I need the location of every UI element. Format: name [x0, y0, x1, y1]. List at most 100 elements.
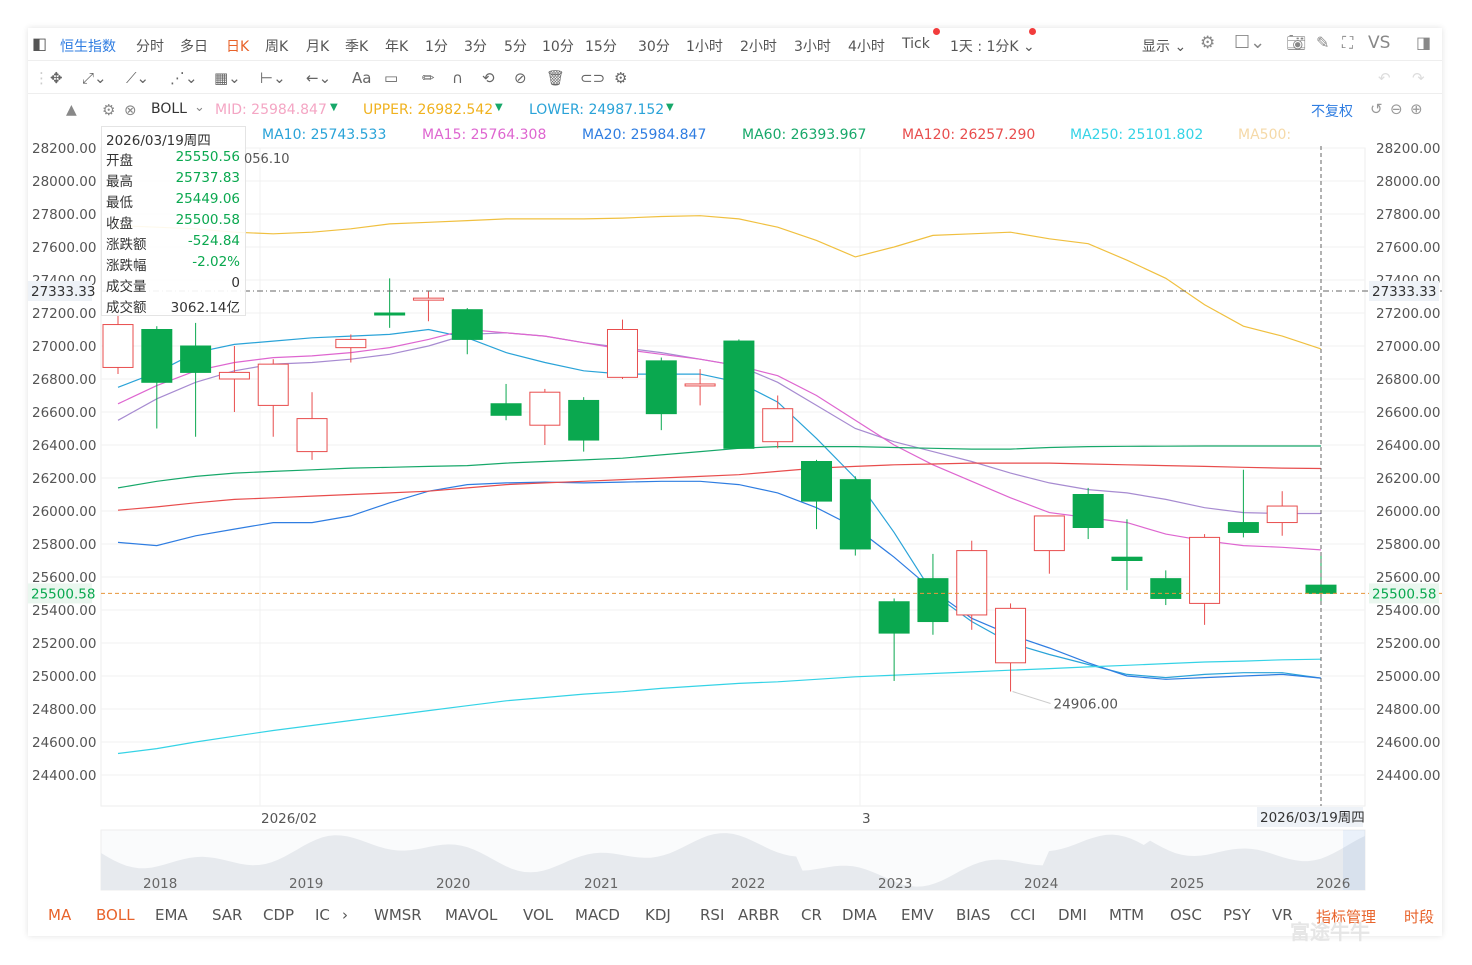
y-tick-right: 27200.00 [1376, 306, 1440, 322]
indicator-osc[interactable]: OSC [1170, 906, 1202, 924]
reset-icon[interactable]: ↺ [1370, 100, 1383, 118]
indicator-name[interactable]: BOLL [151, 101, 187, 117]
indicator-wmsr[interactable]: WMSR [374, 906, 422, 924]
period-9[interactable]: 5分 [504, 39, 527, 55]
indicator-dropdown-icon[interactable]: ⌄ [194, 100, 205, 115]
camera-icon[interactable]: 📷︎ [1286, 33, 1307, 52]
indicator-kdj[interactable]: KDJ [645, 906, 671, 924]
period-10[interactable]: 10分 [542, 39, 574, 55]
indicator-management-button[interactable]: 指标管理 [1316, 908, 1377, 926]
period-4[interactable]: 月K [306, 39, 330, 55]
indicator-close-icon[interactable]: ⊗ [124, 101, 137, 119]
index-name[interactable]: 恒生指数 [60, 39, 116, 55]
panel-toggle-icon[interactable]: ◨ [1416, 33, 1432, 52]
indicator-ema[interactable]: EMA [155, 906, 188, 924]
y-tick-left: 26000.00 [32, 504, 96, 520]
measure-tool-icon[interactable]: ⊢⌄ [260, 69, 286, 87]
fib-tool-icon[interactable]: ▦⌄ [214, 69, 241, 87]
period-12[interactable]: 30分 [638, 39, 670, 55]
y-tick-right: 26200.00 [1376, 471, 1440, 487]
redo-icon[interactable]: ↷ [1412, 69, 1425, 87]
period-6[interactable]: 年K [385, 39, 409, 55]
comment-tool-icon[interactable]: ▭ [384, 69, 399, 87]
text-tool-icon[interactable]: Aa [352, 69, 372, 87]
period-11[interactable]: 15分 [585, 39, 617, 55]
indicator-arbr[interactable]: ARBR [738, 906, 780, 924]
indicator-cci[interactable]: CCI [1010, 906, 1036, 924]
y-tick-left: 26800.00 [32, 372, 96, 388]
polyline-tool-icon[interactable]: ⟋⌄ [126, 69, 150, 87]
period-13[interactable]: 1小时 [686, 39, 723, 55]
indicator-rsi[interactable]: RSI [700, 906, 725, 924]
candle-body [180, 345, 212, 373]
layout-icon[interactable]: ☐⌄ [1234, 32, 1266, 53]
zoom-in-icon[interactable]: ⊕ [1410, 100, 1423, 118]
period-7[interactable]: 1分 [425, 39, 448, 55]
indicator-more-icon[interactable]: › [342, 906, 348, 924]
period-16[interactable]: 4小时 [848, 39, 885, 55]
fullscreen-icon[interactable]: ⛶ [1342, 33, 1354, 52]
last-price-left-bg [28, 583, 92, 604]
period-5[interactable]: 季K [345, 39, 369, 55]
candle-body [1033, 515, 1065, 552]
overview-navigator[interactable]: 2018 2019 2020 2021 2022 2023 2024 2025 2026 [100, 829, 1366, 892]
indicator-dma[interactable]: DMA [842, 906, 877, 924]
pen-icon[interactable]: ✎ [1316, 33, 1330, 52]
indicator-settings-icon[interactable]: ⚙ [102, 101, 116, 119]
candlestick-chart[interactable]: 28200.00 28200.00 28000.00 28000.00 27800.00… [28, 28, 1442, 936]
indicator-boll[interactable]: BOLL [96, 906, 135, 924]
period-3[interactable]: 周K [265, 39, 289, 55]
candle-body [762, 408, 794, 443]
vs-button[interactable]: VS [1368, 33, 1391, 53]
period-17[interactable]: Tick [902, 36, 930, 52]
line-tool-icon[interactable]: ⤢⌄ [82, 69, 107, 87]
session-button[interactable]: 时段 [1404, 908, 1435, 926]
pencil-icon[interactable]: ✏ [422, 69, 435, 87]
indicator-cdp[interactable]: CDP [263, 906, 295, 924]
period-18[interactable]: 1天 : 1分K ⌄ [950, 39, 1035, 55]
indicator-macd[interactable]: MACD [575, 906, 620, 924]
hide-icon[interactable]: ⊘ [514, 69, 527, 87]
series-line-ma60 [117, 445, 1321, 489]
move-icon[interactable]: ✥ [50, 69, 63, 87]
sidebar-toggle-icon[interactable]: ◧ [32, 34, 48, 53]
indicator-emv[interactable]: EMV [901, 906, 934, 924]
display-menu[interactable]: 显示 ⌄ [1142, 39, 1187, 55]
delete-icon[interactable]: 🗑︎ [546, 69, 566, 87]
collapse-icon[interactable]: ▲ [66, 102, 77, 118]
indicator-mavol[interactable]: MAVOL [445, 906, 498, 924]
indicator-cr[interactable]: CR [801, 906, 822, 924]
sync-icon[interactable]: ⟲ [482, 69, 495, 87]
info-value: 25737.83 [175, 170, 240, 186]
y-tick-right: 25600.00 [1376, 570, 1440, 586]
indicator-vr[interactable]: VR [1272, 906, 1293, 924]
undo-icon[interactable]: ↶ [1378, 69, 1391, 87]
period-8[interactable]: 3分 [464, 39, 487, 55]
adjust-button[interactable]: 不复权 [1311, 104, 1353, 120]
indicator-bias[interactable]: BIAS [956, 906, 991, 924]
zoom-out-icon[interactable]: ⊖ [1390, 100, 1403, 118]
indicator-psy[interactable]: PSY [1223, 906, 1251, 924]
wave-tool-icon[interactable]: ⋰⌄ [170, 69, 198, 87]
period-1[interactable]: 多日 [180, 39, 208, 55]
indicator-mtm[interactable]: MTM [1109, 906, 1145, 924]
drawing-settings-icon[interactable]: ⚙ [614, 69, 628, 87]
indicator-sar[interactable]: SAR [212, 906, 243, 924]
magnet-icon[interactable]: ∩ [452, 69, 463, 87]
link-icon[interactable]: ⊂⊃ [580, 69, 606, 87]
indicator-ic[interactable]: IC [315, 906, 330, 924]
arrow-tool-icon[interactable]: ←⌄ [306, 69, 332, 87]
series-line-ma250 [117, 658, 1322, 755]
y-tick-right: 25400.00 [1376, 603, 1440, 619]
indicator-ma[interactable]: MA [48, 906, 72, 924]
indicator-dmi[interactable]: DMI [1058, 906, 1087, 924]
settings-icon[interactable]: ⚙ [1200, 33, 1216, 53]
period-0[interactable]: 分时 [136, 39, 164, 55]
period-14[interactable]: 2小时 [740, 39, 777, 55]
indicator-vol[interactable]: VOL [523, 906, 554, 924]
info-row: 开盘 25550.56 [106, 149, 242, 169]
y-tick-left: 26600.00 [32, 405, 96, 421]
period-2[interactable]: 日K [226, 39, 250, 55]
period-15[interactable]: 3小时 [794, 39, 831, 55]
candle-body [412, 297, 444, 301]
